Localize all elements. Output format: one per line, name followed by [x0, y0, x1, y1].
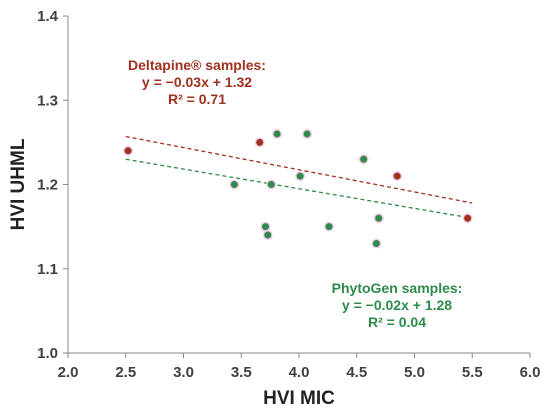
y-tick-label: 1.2 — [37, 177, 58, 194]
trendline-series-0 — [125, 135, 473, 204]
x-tick-label: 6.0 — [520, 364, 541, 381]
annotation-line-series-0: y = −0.03x + 1.32 — [142, 74, 252, 90]
data-point-series-1 — [358, 154, 369, 165]
data-point-series-0 — [462, 213, 473, 224]
data-point-series-1 — [324, 221, 334, 232]
x-axis-ticks: 2.0 2.5 3.0 3.5 4.0 4.5 5.0 5.5 6.0 — [58, 353, 541, 381]
y-axis-label: HVI UHML — [8, 138, 29, 230]
data-point-series-0 — [392, 171, 403, 181]
annotation-line-series-0: Deltapine® samples: — [128, 57, 266, 73]
data-point-series-1 — [229, 179, 240, 190]
data-point-series-1 — [262, 230, 273, 240]
x-tick-label: 2.5 — [115, 364, 136, 381]
data-point-series-1 — [371, 238, 382, 249]
annotation-line-series-1: R² = 0.04 — [368, 314, 426, 330]
y-tick-label: 1.0 — [37, 345, 58, 362]
trendline-series-1 — [125, 158, 473, 219]
x-axis-label: HVI MIC — [263, 388, 335, 409]
ghost-annotation-line: R² = 0.71 — [148, 187, 198, 201]
ghost-overlay-text: Deltapine® samples: y = −0.03x + 1.32 R² =… — [148, 127, 266, 201]
y-axis-ticks: 1.0 1.1 1.2 1.3 1.4 — [37, 8, 68, 362]
data-point-series-0 — [254, 137, 265, 148]
annotation-line-series-0: R² = 0.71 — [168, 91, 226, 107]
data-point-series-1 — [373, 213, 384, 224]
data-point-series-1 — [295, 171, 306, 181]
y-tick-label: 1.1 — [37, 261, 58, 278]
data-point-series-1 — [272, 129, 282, 139]
data-point-series-0 — [123, 145, 133, 156]
data-point-series-1 — [302, 129, 312, 139]
annotation-line-series-1: PhytoGen samples: — [332, 280, 463, 296]
x-tick-label: 2.0 — [58, 364, 79, 381]
x-tick-label: 5.0 — [404, 364, 425, 381]
y-tick-label: 1.4 — [37, 8, 59, 25]
x-tick-label: 4.5 — [346, 364, 367, 381]
ghost-annotation-line: y = −0.03x + 1.32 — [148, 157, 243, 171]
x-tick-label: 3.0 — [173, 364, 194, 381]
data-points — [123, 129, 473, 249]
annotation-line-series-1: y = −0.02x + 1.28 — [342, 297, 452, 313]
data-point-series-1 — [266, 179, 277, 190]
x-tick-label: 5.5 — [462, 364, 483, 381]
x-tick-label: 4.0 — [289, 364, 310, 381]
x-tick-label: 3.5 — [231, 364, 252, 381]
data-point-series-1 — [260, 221, 271, 232]
y-tick-label: 1.3 — [37, 92, 58, 109]
ghost-annotation-line: Deltapine® samples: — [148, 127, 266, 141]
trendlines — [125, 135, 473, 219]
